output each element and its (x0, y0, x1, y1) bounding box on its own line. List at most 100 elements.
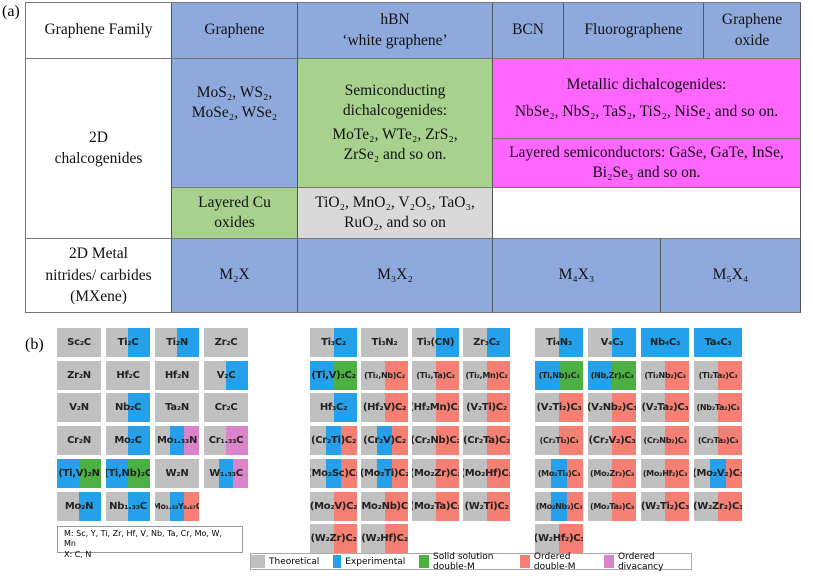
tile-segment-theoretical (588, 393, 612, 423)
tile-label: Ti₃C₂ (321, 337, 346, 348)
mxene-tile: Sc₂C (57, 328, 101, 357)
mxene-tile: (V₂Nb₂)C₃ (588, 393, 636, 423)
mxene-tile: (Mo₂Nb₂)C₃ (535, 491, 583, 521)
mxene-tile: (Mo₂Ti₂)C₃ (535, 458, 583, 488)
tile-segment-theoretical (412, 491, 436, 521)
composition-note: M: Sc, Y, Ti, Zr, Hf, V, Nb, Ta, Cr, Mo,… (57, 526, 243, 559)
tile-segment-ordered-double-m (384, 393, 408, 423)
tile-label: (Ti,Nb)₂C (106, 467, 150, 479)
mxene-tile: Ti₄N₃ (535, 328, 583, 357)
legend-swatch (604, 555, 614, 568)
tile-label: Hf₂N (164, 369, 190, 381)
mxene-tile: (Mo₂Zr)C₂ (412, 458, 459, 488)
mxene-tile: Ti₂C (106, 328, 150, 357)
tile-segment-ordered-double-m (392, 458, 408, 488)
tile-label: Mo₂N (64, 500, 94, 512)
legend-swatch (333, 555, 342, 568)
mxene-tile: W₁.₃₃C (204, 458, 248, 488)
mxene-tile: (Ti₂,Mn)C₂ (463, 360, 510, 390)
tile-segment-theoretical (535, 426, 559, 456)
semi-list: MoTe₂, WTe₂, ZrS₂, ZrSe₂ and so on. (332, 126, 458, 164)
tile-segment-ordered-double-m (559, 393, 583, 423)
hbn-line2: ‘white graphene’ (342, 31, 448, 49)
mxene-tile: (Ti₂,Ta)C₂ (412, 360, 459, 390)
tile-label: (Mo₂Hf)C₂ (463, 467, 510, 479)
tile-segment-theoretical (535, 393, 559, 423)
header-family-text: Graphene Family (44, 21, 153, 39)
legend-swatch (520, 555, 530, 568)
tile-segment-theoretical (361, 491, 385, 521)
tile-label: (Cr₂Ti)C₂ (310, 435, 357, 447)
tile-segment-ordered-double-m (486, 360, 510, 390)
tile-segment-ordered-double-m (567, 491, 583, 521)
semi-title: Semiconducting dichalcogenides: (342, 81, 448, 119)
tile-segment-ordered-double-m (435, 360, 459, 390)
tile-label: (Mo₂Sc)C₂ (310, 467, 357, 479)
tile-label: Sc₂C (67, 337, 91, 348)
mxene-tile: (Cr₂Nb)C₂ (412, 426, 459, 456)
mxene-label: 2D Metal nitrides/ carbides (MXene) (26, 239, 172, 313)
mxene-tile: (Cr₂Nb₂)C₃ (641, 426, 689, 456)
tile-label: (V₂Ta₂)C₃ (641, 402, 689, 414)
tile-segment-theoretical (535, 328, 559, 357)
layered-cu-oxides: Layered Cu oxides (172, 188, 298, 239)
header-graphene-oxide: Graphene oxide (704, 3, 801, 59)
tile-segment-experimental (169, 491, 185, 521)
mxene-tile: (Hf₂V)C₂ (361, 393, 408, 423)
legend-label: Experimental (345, 556, 406, 567)
mxene-tile: Nb₁.₃₃C (106, 491, 150, 521)
tile-label: (Ti₂,Mn)C₂ (465, 370, 508, 380)
tile-segment-theoretical (463, 426, 487, 456)
tile-segment-experimental (106, 458, 128, 488)
tile-segment-experimental (641, 328, 689, 357)
tile-segment-theoretical (310, 524, 334, 554)
part-b-label: (b) (25, 336, 44, 353)
mxene-tile: (V₂Ti)C₂ (463, 393, 510, 423)
tile-segment-theoretical (535, 524, 559, 554)
tile-label: (Mo₂Ta)C₂ (412, 500, 459, 512)
tile-label: (V₂Ti)C₂ (466, 402, 507, 414)
tile-label: (Mo₂Zr)C₂ (412, 467, 459, 479)
tile-label: (Ti₂Ta₂)C₃ (698, 370, 738, 380)
tile-segment-theoretical (204, 360, 226, 390)
tile-segment-experimental (333, 393, 357, 423)
tile-segment-ordered-double-m (486, 458, 510, 488)
tile-segment-theoretical (155, 458, 199, 488)
mxene-tile: (V₂Ta₂)C₃ (641, 393, 689, 423)
tile-segment-experimental (435, 328, 459, 357)
legend-item: Experimental (333, 555, 405, 568)
mxene-m5x4: M₅X₄ (661, 239, 801, 313)
tile-label: Ti₃(CN) (416, 337, 455, 348)
tile-segment-theoretical (361, 393, 385, 423)
tile-segment-ordered-double-m (435, 393, 459, 423)
chalcogenides-label: 2D chalcogenides (26, 59, 172, 239)
tile-segment-theoretical (310, 393, 334, 423)
tile-segment-experimental (128, 393, 150, 423)
metallic-title: Metallic dichalcogenides: (566, 76, 727, 94)
tile-segment-theoretical (204, 426, 226, 456)
tile-segment-theoretical (694, 458, 710, 488)
tile-label: Cr₂C (214, 402, 238, 414)
mxene-tile: (Mo₂V₂)C₃ (694, 458, 742, 488)
tile-label: (Mo₂Ta₂)C₃ (590, 501, 634, 511)
tile-segment-ordered-double-m (333, 524, 357, 554)
metallic-list: NbSe₂, NbS₂, TaS₂, TiS₂, NiSe₂ and so on… (514, 102, 779, 120)
tmd-graphene-col: MoS₂, WS₂, MoSe₂, WSe₂ (172, 59, 298, 188)
tile-label: (Hf₂Mn)C₂ (412, 402, 459, 414)
tile-segment-experimental (535, 360, 559, 390)
tile-segment-theoretical (361, 426, 377, 456)
tile-segment-theoretical (57, 393, 101, 423)
mxene-m3x2: M₃X₂ (298, 239, 493, 313)
tile-segment-theoretical (57, 426, 101, 456)
tile-label: Hf₃C₂ (319, 402, 348, 414)
tile-label: (W₂Zr₂)C₃ (694, 500, 742, 512)
tile-segment-theoretical (57, 491, 79, 521)
tile-segment-theoretical (204, 328, 248, 357)
tile-segment-experimental (559, 328, 583, 357)
tile-label: (Cr₂Nb)C₂ (412, 435, 459, 447)
mxene-tile: Ti₃C₂ (310, 328, 357, 357)
tile-segment-ordered-double-m (486, 426, 510, 456)
tile-label: Zr₃C₂ (473, 337, 500, 348)
tile-segment-experimental (325, 458, 342, 488)
tile-segment-experimental (310, 360, 334, 390)
